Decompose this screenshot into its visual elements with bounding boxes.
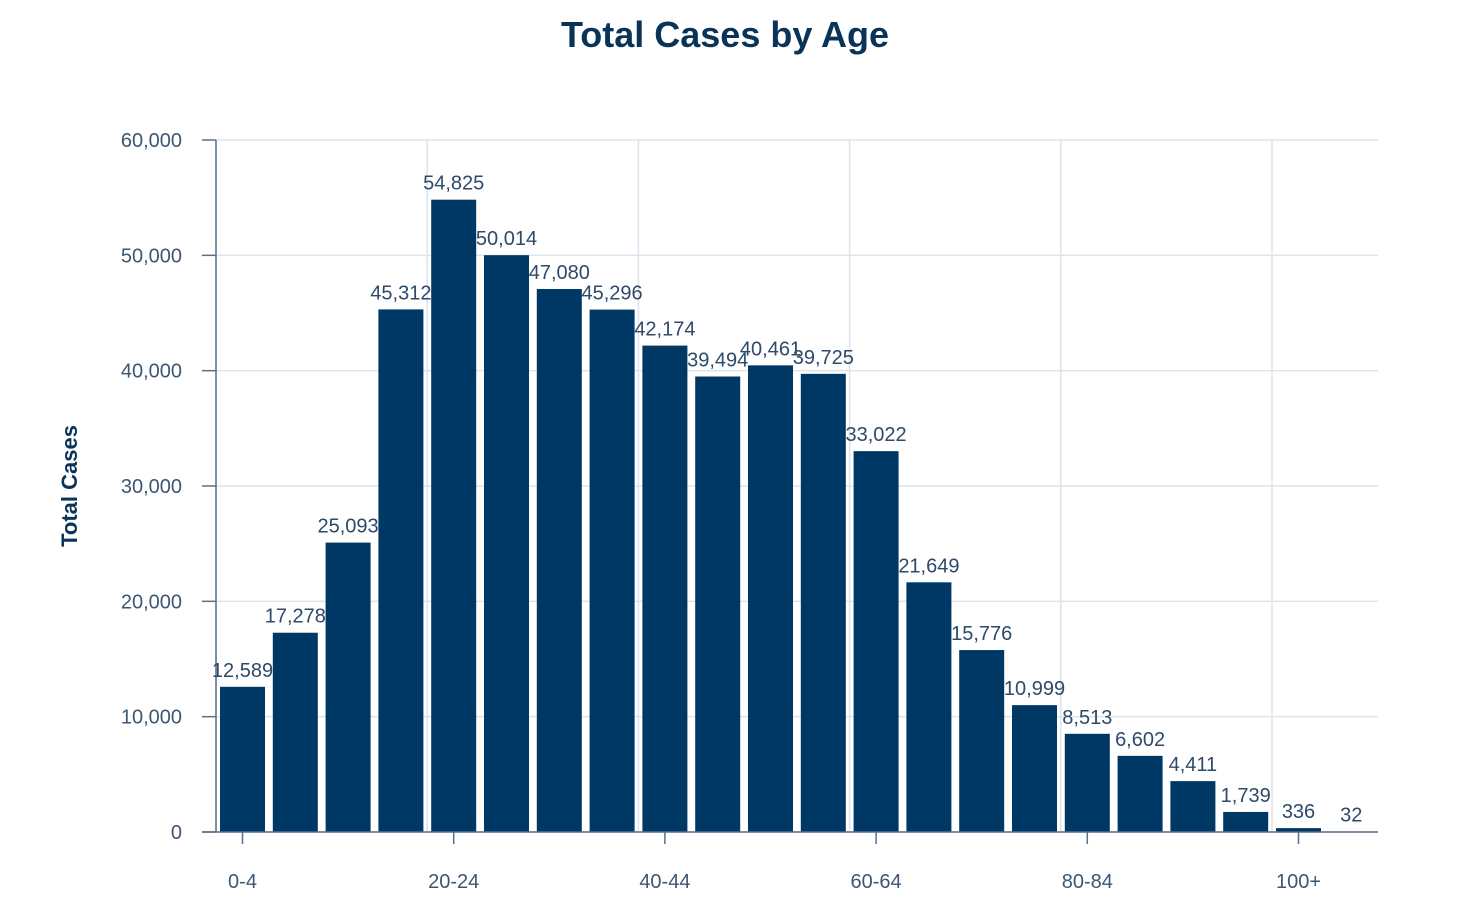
data-label-40-44: 42,174 xyxy=(634,319,695,341)
data-label-90-94: 4,411 xyxy=(1169,754,1218,776)
y-tick-label: 50,000 xyxy=(121,245,182,267)
y-tick-label: 10,000 xyxy=(121,707,182,729)
data-label-100+: 336 xyxy=(1282,801,1315,823)
data-label-95-99: 1,739 xyxy=(1221,785,1271,807)
bar-100+ xyxy=(1276,828,1321,832)
data-label-10-14: 25,093 xyxy=(318,516,379,538)
x-tick-label: 40-44 xyxy=(639,871,690,893)
bar-35-39 xyxy=(589,309,635,832)
chart-title: Total Cases by Age xyxy=(560,14,890,55)
bar-55-59 xyxy=(800,373,846,832)
bar-20-24 xyxy=(431,199,477,832)
data-label-15-19: 45,312 xyxy=(370,282,431,304)
bar-50-54 xyxy=(748,365,793,832)
bar-75-79 xyxy=(1012,705,1057,832)
data-label-5-9: 17,278 xyxy=(265,606,326,628)
data-label-30-34: 47,080 xyxy=(529,262,590,284)
bar-10-14 xyxy=(325,542,371,832)
y-tick-label: 20,000 xyxy=(121,591,182,613)
x-tick-label: 80-84 xyxy=(1062,871,1113,893)
y-tick-label: 40,000 xyxy=(121,361,182,383)
bar-80-84 xyxy=(1064,733,1110,832)
bar-45-49 xyxy=(695,376,741,832)
bar-0-4 xyxy=(220,686,265,832)
x-tick-label: 0-4 xyxy=(228,871,257,893)
y-tick-label: 30,000 xyxy=(121,476,182,498)
data-label-45-49: 39,494 xyxy=(687,350,748,372)
bar-25-29 xyxy=(484,255,529,832)
x-tick-label: 20-24 xyxy=(428,871,479,893)
data-label-extra: 32 xyxy=(1340,805,1362,827)
data-label-60-64: 33,022 xyxy=(846,424,907,446)
data-label-35-39: 45,296 xyxy=(582,283,643,305)
y-tick-label: 0 xyxy=(171,822,182,844)
bar-5-9 xyxy=(272,632,318,832)
data-label-80-84: 8,513 xyxy=(1062,707,1112,729)
x-tick-label: 100+ xyxy=(1276,871,1321,893)
data-label-70-74: 15,776 xyxy=(951,623,1012,645)
data-label-50-54: 40,461 xyxy=(740,338,801,360)
data-label-75-79: 10,999 xyxy=(1004,678,1065,700)
data-label-55-59: 39,725 xyxy=(793,347,854,369)
bar-65-69 xyxy=(906,582,952,832)
y-tick-label: 60,000 xyxy=(121,130,182,152)
data-label-65-69: 21,649 xyxy=(898,555,959,577)
bar-40-44 xyxy=(642,345,688,832)
x-tick-label: 60-64 xyxy=(851,871,902,893)
bar-60-64 xyxy=(853,451,899,832)
axes: 0 10,000 20,000 30,000 40,000 50,000 60,000 0-4… xyxy=(121,130,1378,893)
bar-30-34 xyxy=(536,289,582,832)
bar-85-89 xyxy=(1117,755,1163,832)
bar-95-99 xyxy=(1223,811,1269,832)
bars xyxy=(220,199,1374,832)
data-label-85-89: 6,602 xyxy=(1115,729,1165,751)
data-labels: 12,589 17,278 25,093 45,312 54,825 50,014 47,0… xyxy=(212,173,1363,827)
bar-15-19 xyxy=(378,309,424,832)
bar-90-94 xyxy=(1170,781,1216,832)
data-label-0-4: 12,589 xyxy=(212,660,273,682)
bar-70-74 xyxy=(959,650,1005,832)
data-label-20-24: 54,825 xyxy=(423,173,484,195)
data-label-25-29: 50,014 xyxy=(476,228,537,250)
